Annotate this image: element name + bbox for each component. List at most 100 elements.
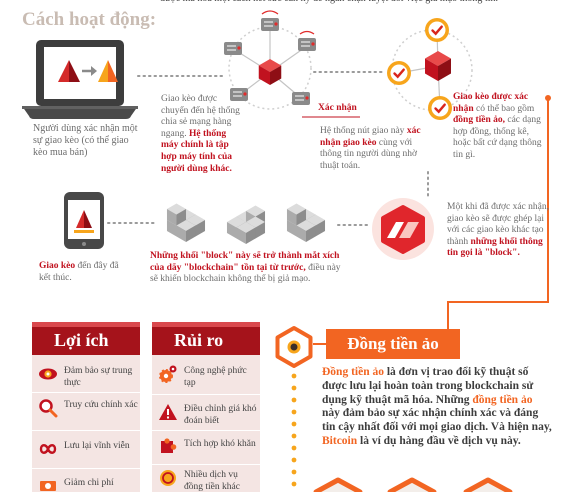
caption-highlight: Hệ thống máy chính là tập hợp máy tính c… (161, 128, 232, 174)
orange-dot (291, 421, 297, 427)
divider (32, 468, 140, 469)
server-icon (298, 30, 316, 51)
caption-highlight: Những khối "block" này sẽ trở thành mắt … (150, 251, 340, 273)
orange-dotted-line (291, 373, 297, 487)
risk-label: Tích hợp khó khăn (184, 439, 256, 449)
divider (152, 394, 260, 395)
caption-text: Giao kèo được chuyển đến hệ thống chia s… (161, 94, 240, 139)
validation-cluster (387, 18, 473, 120)
check-circle-icon (428, 96, 452, 120)
server-icon (292, 92, 310, 105)
cube-icon (425, 51, 451, 81)
caption-text: các dạng hợp đồng, thống kê, hoặc bất cứ… (453, 115, 542, 160)
flow-connectors (107, 71, 429, 226)
step-block-caption: Một khi đã được xác nhận, giao kèo sẽ đư… (447, 202, 553, 260)
warning-icon (159, 404, 177, 420)
risk-item: Nhiều dịch vụ đồng tiền khác (158, 468, 258, 492)
red-cube-icon (258, 59, 282, 85)
benefit-label: Lưu lại vĩnh viễn (64, 441, 130, 451)
check-circle-icon (387, 61, 411, 85)
section-title: Cách hoạt động: (22, 9, 157, 30)
orange-dot (291, 469, 297, 475)
red-cube-icon (425, 51, 451, 81)
phone-icon (64, 192, 104, 249)
caption-text: có thể bao gồm (473, 103, 535, 114)
article-text-fragment: được mã hoá một cách hết sức cẩn kỹ để n… (160, 0, 565, 4)
risk-label: Điều chỉnh giá khó đoán biết (184, 404, 257, 426)
step-verified-caption: Giao kèo được xác nhận có thể bao gồm đồ… (453, 92, 545, 162)
risk-label: Công nghệ phức tạp (184, 366, 247, 388)
benefit-item: Lưu lại vĩnh viễn (38, 439, 138, 459)
cube-icon (236, 222, 256, 244)
orange-dot (291, 397, 297, 403)
risks-title: Rủi ro (152, 322, 260, 355)
divider (152, 430, 260, 431)
risk-item: Tích hợp khó khăn (158, 437, 258, 457)
step-validation-caption: Hệ thống nút giao này xác nhận giao kèo … (320, 126, 428, 172)
server-icon (261, 10, 279, 31)
risks-panel: Rủi ro Công nghệ phức tạp Điều chỉnh giá… (152, 322, 260, 492)
caption-highlight: Giao kèo (39, 261, 76, 271)
network-nodes-icon (224, 10, 316, 110)
benefits-panel: Lợi ích Đảm bảo sự trung thực Truy cứu c… (32, 322, 140, 492)
caption-text: cùng với thông tin người dùng nhờ thuật … (320, 137, 418, 171)
benefit-item: Đảm bảo sự trung thực (38, 364, 138, 389)
gears-icon (159, 365, 177, 383)
money-icon (40, 481, 56, 491)
server-icon (230, 88, 248, 101)
cryptocurrency-description: Đồng tiền ảo là đơn vị trao đổi kỹ thuật… (322, 366, 552, 449)
benefit-label: Truy cứu chính xác (64, 400, 138, 410)
hexagon-node-icon (275, 326, 313, 368)
puzzle-icon (161, 438, 177, 453)
caption-text: đến đây đã kết thúc. (39, 261, 119, 283)
description-text: là đơn vị trao đổi kỹ thuật số được lưu … (322, 366, 534, 406)
risk-label: Nhiều dịch vụ đồng tiền khác (184, 470, 240, 492)
caption-text: Một khi đã được xác nhận, giao kèo sẽ đư… (447, 202, 549, 247)
term-highlight: Đồng tiền ảo (322, 366, 384, 378)
risk-item: Công nghệ phức tạp (158, 364, 258, 389)
caption-highlight: đồng tiền ảo, (453, 115, 505, 126)
orange-dot (291, 409, 297, 415)
benefit-label: Giảm chi phí (64, 478, 114, 488)
divider (32, 392, 140, 393)
cryptocurrency-banner: Đồng tiền ảo (326, 329, 460, 359)
caption-text: Hệ thống nút giao này (320, 126, 407, 136)
orange-dot (291, 457, 297, 463)
orange-dot (291, 433, 297, 439)
step-complete-caption: Giao kèo đến đây đã kết thúc. (39, 261, 119, 284)
hexagon-logo-icon (372, 198, 434, 260)
eye-icon (39, 368, 57, 380)
laptop-icon (22, 40, 138, 119)
caption-highlight: những khối thông tin gọi là "block". (447, 236, 543, 259)
description-text: này đảm bảo sự xác nhận chính xác và đán… (322, 407, 552, 434)
infinity-icon (39, 444, 57, 454)
step-request-caption: Người dùng xác nhận một sự giao kèo (có … (33, 123, 138, 158)
risk-item: Điều chỉnh giá khó đoán biết (158, 402, 258, 427)
benefits-title: Lợi ích (32, 322, 140, 355)
benefit-item: Truy cứu chính xác (38, 398, 138, 418)
server-icon (224, 42, 242, 55)
term-highlight: đồng tiền ảo (472, 393, 533, 406)
step-chain-caption: Những khối "block" này sẽ trở thành mắt … (150, 251, 342, 286)
caption-highlight: Giao kèo được xác nhận (453, 92, 529, 114)
step-broadcast-caption: Giao kèo được chuyển đến hệ thống chia s… (161, 94, 245, 175)
bottom-hexagon-nodes (313, 477, 513, 492)
cube-icon (258, 59, 282, 85)
divider (32, 430, 140, 431)
benefit-label: Đảm bảo sự trung thực (64, 366, 133, 388)
cube-icon (176, 220, 196, 242)
blockchain-blocks-icon (166, 203, 326, 244)
caption-highlight: xác nhận giao kèo (320, 126, 421, 148)
caption-text: điều này sẽ khiến blockchain không thể b… (150, 262, 341, 285)
orange-dot (291, 481, 297, 487)
orange-dot (291, 445, 297, 451)
divider (152, 464, 260, 465)
step-validation-label: Xác nhận (318, 103, 357, 113)
orange-dot (291, 373, 297, 379)
coin-icon (160, 470, 176, 486)
orange-flow-path (313, 95, 551, 345)
example-highlight: Bitcoin (322, 434, 358, 447)
cube-icon (296, 220, 316, 242)
